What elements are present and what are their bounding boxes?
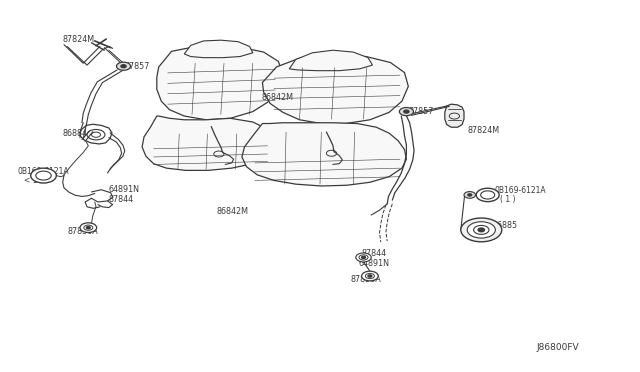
Circle shape bbox=[80, 223, 97, 232]
Text: 87857: 87857 bbox=[408, 107, 434, 116]
Polygon shape bbox=[289, 50, 372, 71]
Circle shape bbox=[467, 222, 495, 238]
Circle shape bbox=[86, 227, 90, 229]
Text: 64891N: 64891N bbox=[358, 259, 389, 267]
Polygon shape bbox=[157, 45, 283, 120]
Text: 87844: 87844 bbox=[362, 249, 387, 258]
Text: 64891N: 64891N bbox=[109, 185, 140, 194]
Text: 86842M: 86842M bbox=[261, 93, 293, 102]
Text: ( 1 ): ( 1 ) bbox=[500, 195, 516, 204]
Circle shape bbox=[464, 192, 476, 198]
Circle shape bbox=[476, 188, 499, 202]
Text: S: S bbox=[484, 190, 491, 199]
Circle shape bbox=[461, 218, 502, 242]
Circle shape bbox=[478, 228, 484, 232]
Circle shape bbox=[362, 271, 378, 281]
Text: 87824M: 87824M bbox=[467, 126, 499, 135]
Text: < 1 >: < 1 > bbox=[24, 176, 46, 185]
Text: 0B169-6121A: 0B169-6121A bbox=[18, 167, 70, 176]
Text: 87857: 87857 bbox=[125, 62, 150, 71]
Circle shape bbox=[121, 65, 126, 68]
Polygon shape bbox=[445, 104, 464, 127]
Polygon shape bbox=[242, 123, 406, 186]
Circle shape bbox=[404, 110, 409, 113]
Polygon shape bbox=[184, 40, 253, 58]
Circle shape bbox=[31, 168, 56, 183]
Circle shape bbox=[116, 62, 131, 70]
Circle shape bbox=[356, 253, 371, 262]
Text: 86885: 86885 bbox=[493, 221, 518, 230]
Text: 87850A: 87850A bbox=[67, 227, 98, 236]
Text: S: S bbox=[40, 171, 47, 180]
Circle shape bbox=[481, 191, 495, 199]
Polygon shape bbox=[262, 55, 408, 124]
Text: 87850A: 87850A bbox=[351, 275, 381, 284]
Text: 86884: 86884 bbox=[63, 129, 88, 138]
Circle shape bbox=[36, 171, 51, 180]
Circle shape bbox=[368, 275, 372, 277]
Text: 0B169-6121A: 0B169-6121A bbox=[494, 186, 546, 195]
Text: 86842M: 86842M bbox=[216, 207, 248, 216]
Text: 87824M: 87824M bbox=[63, 35, 95, 44]
Text: J86800FV: J86800FV bbox=[536, 343, 579, 352]
Circle shape bbox=[362, 256, 365, 259]
Polygon shape bbox=[142, 116, 274, 170]
Circle shape bbox=[468, 194, 472, 196]
Text: 87844: 87844 bbox=[109, 195, 134, 203]
Circle shape bbox=[399, 108, 413, 116]
